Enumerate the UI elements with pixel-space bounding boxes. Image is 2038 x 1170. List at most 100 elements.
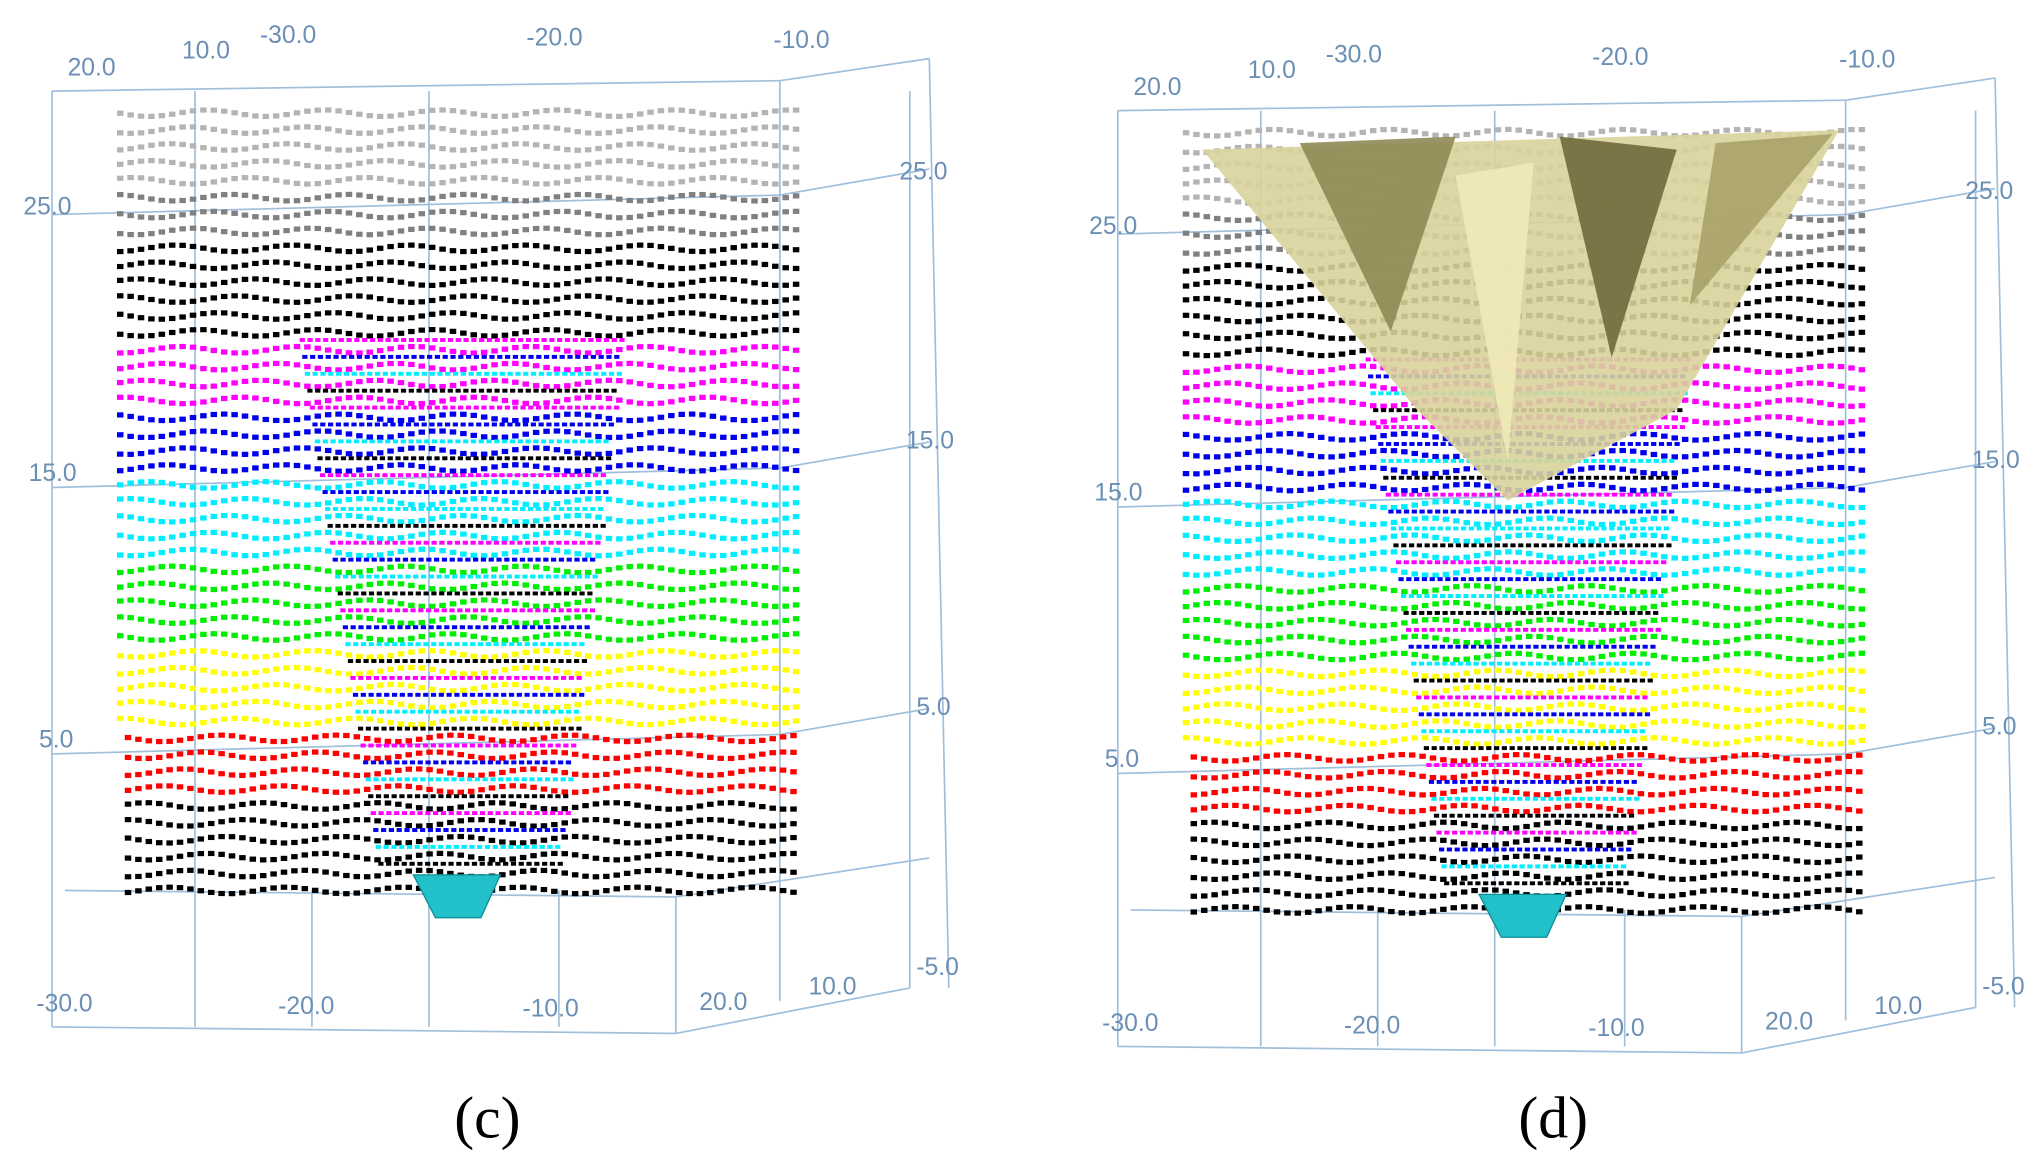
particle	[772, 665, 779, 672]
particle	[730, 565, 737, 571]
particle	[446, 743, 452, 748]
particle	[137, 315, 145, 321]
particle	[1744, 314, 1751, 320]
particle	[324, 485, 332, 491]
particle	[566, 608, 572, 613]
particle	[623, 801, 631, 807]
particle	[137, 616, 145, 622]
particle	[324, 602, 332, 608]
particle	[293, 583, 301, 589]
particle	[145, 784, 153, 790]
particle	[553, 447, 561, 453]
particle	[158, 379, 166, 385]
particle	[415, 591, 421, 596]
particle	[460, 293, 467, 299]
particle	[499, 473, 505, 478]
particle	[491, 617, 498, 623]
particle	[210, 295, 218, 301]
particle	[782, 125, 789, 131]
particle	[262, 361, 270, 367]
particle	[252, 451, 259, 457]
particle	[384, 642, 390, 647]
particle	[189, 196, 197, 202]
particle	[376, 143, 384, 149]
particle	[166, 822, 173, 828]
particle	[668, 346, 675, 352]
particle	[1317, 295, 1325, 302]
particle	[584, 379, 592, 385]
particle	[535, 456, 542, 461]
particle	[449, 601, 457, 607]
particle	[792, 126, 800, 132]
particle	[445, 371, 451, 376]
particle	[709, 495, 717, 502]
particle	[526, 811, 532, 816]
particle	[486, 338, 493, 342]
particle	[727, 886, 735, 892]
particle	[387, 507, 393, 511]
particle	[498, 777, 504, 782]
particle	[461, 743, 468, 748]
particle	[688, 310, 696, 316]
particle	[709, 553, 717, 559]
particle	[460, 473, 466, 478]
particle	[403, 507, 409, 511]
particle	[478, 439, 484, 444]
particle	[447, 870, 454, 877]
particle	[532, 721, 540, 728]
particle	[438, 844, 444, 849]
particle	[283, 682, 290, 688]
particle	[626, 331, 633, 337]
particle	[320, 371, 326, 376]
particle	[1213, 296, 1221, 302]
particle	[158, 479, 166, 486]
particle	[524, 591, 531, 596]
particle	[381, 828, 387, 832]
particle	[1213, 195, 1221, 202]
particle	[636, 445, 644, 452]
particle	[545, 675, 551, 680]
particle	[460, 701, 467, 707]
particle	[366, 451, 374, 457]
particle	[412, 777, 418, 782]
particle	[395, 821, 402, 827]
particle	[501, 699, 509, 705]
particle	[1536, 130, 1543, 136]
particle	[426, 823, 433, 829]
particle	[356, 277, 363, 283]
particle	[262, 347, 270, 353]
particle	[291, 737, 298, 744]
particle	[220, 108, 228, 114]
particle	[509, 870, 516, 876]
particle	[293, 518, 301, 525]
particle	[699, 632, 706, 639]
particle	[415, 750, 423, 756]
particle	[782, 446, 789, 452]
particle	[418, 659, 424, 663]
particle	[572, 388, 578, 393]
particle	[626, 580, 633, 587]
particle	[584, 350, 592, 356]
particle	[730, 718, 737, 724]
particle	[200, 164, 207, 170]
particle	[626, 535, 633, 541]
particle	[467, 834, 475, 840]
particle	[792, 500, 800, 506]
particle	[239, 817, 246, 823]
particle	[314, 485, 322, 491]
particle	[322, 889, 329, 895]
particle	[311, 734, 319, 740]
particle	[158, 637, 166, 643]
particle	[647, 620, 654, 626]
particle	[657, 516, 665, 523]
particle	[485, 743, 491, 748]
particle	[155, 840, 163, 846]
particle	[522, 547, 529, 553]
particle	[574, 614, 581, 620]
particle	[566, 659, 572, 663]
particle	[200, 245, 207, 251]
particle	[116, 700, 124, 706]
particle	[239, 890, 246, 896]
particle	[647, 161, 654, 168]
particle	[605, 535, 613, 542]
